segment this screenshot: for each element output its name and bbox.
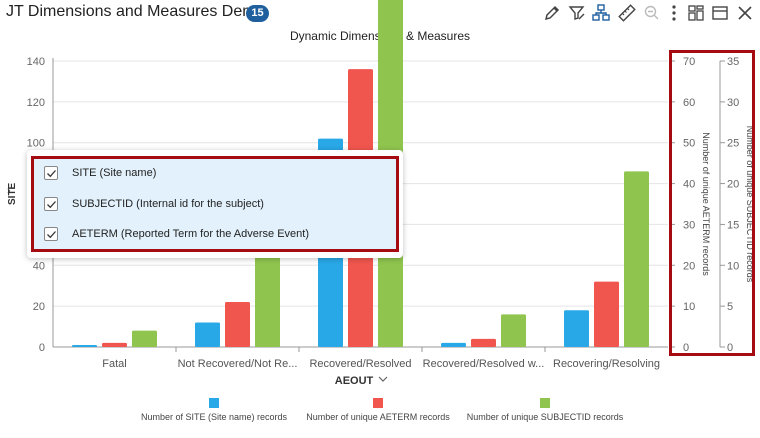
y2-tick-label: 0 bbox=[683, 342, 689, 354]
y-axis-title[interactable]: SITE bbox=[7, 182, 18, 205]
y2-tick-label: 40 bbox=[683, 179, 695, 191]
y3-tick-label: 20 bbox=[727, 179, 739, 191]
legend-swatch bbox=[540, 398, 550, 408]
close-icon[interactable] bbox=[734, 2, 756, 24]
bar bbox=[255, 248, 280, 347]
filter-edit-icon[interactable] bbox=[566, 2, 588, 24]
x-tick-label: Recovered/Resolved w... bbox=[423, 358, 545, 370]
y2-tick-label: 10 bbox=[683, 301, 695, 313]
y3-tick-label: 0 bbox=[727, 342, 733, 354]
checkbox[interactable] bbox=[44, 197, 58, 211]
y2-tick-label: 60 bbox=[683, 97, 695, 109]
bar bbox=[195, 322, 220, 347]
option-label: SITE (Site name) bbox=[72, 167, 157, 179]
bar bbox=[132, 330, 157, 347]
zoom-out-icon[interactable] bbox=[641, 2, 663, 24]
legend-label: Number of unique SUBJECTID records bbox=[467, 412, 624, 422]
bar bbox=[501, 314, 526, 347]
legend-label: Number of SITE (Site name) records bbox=[141, 412, 288, 422]
bar bbox=[102, 342, 127, 347]
bar bbox=[564, 310, 589, 347]
y3-tick-label: 10 bbox=[727, 260, 739, 272]
y-tick-label: 140 bbox=[27, 56, 45, 68]
x-tick-label: Recovering/Resolving bbox=[553, 358, 660, 370]
y2-tick-label: 30 bbox=[683, 219, 695, 231]
y2-tick-label: 70 bbox=[683, 56, 695, 68]
bar bbox=[594, 281, 619, 347]
x-tick-label: Fatal bbox=[102, 358, 126, 370]
chevron-right-icon[interactable]: › bbox=[7, 185, 11, 197]
y-tick-label: 20 bbox=[33, 301, 45, 313]
legend-swatch bbox=[209, 398, 219, 408]
layout-icon[interactable] bbox=[685, 2, 707, 24]
bar bbox=[471, 338, 496, 347]
page-title: JT Dimensions and Measures Demo bbox=[6, 3, 265, 20]
y-tick-label: 40 bbox=[33, 260, 45, 272]
bar bbox=[624, 171, 649, 347]
y2-axis-title: Number of unique AETERM records bbox=[701, 132, 711, 276]
bar bbox=[72, 344, 97, 347]
x-tick-label: Not Recovered/Not Re... bbox=[178, 358, 298, 370]
dimension-options-highlight bbox=[31, 156, 399, 252]
more-icon[interactable] bbox=[663, 2, 685, 24]
y3-tick-label: 25 bbox=[727, 138, 739, 150]
hierarchy-icon[interactable] bbox=[590, 2, 612, 24]
bar bbox=[225, 302, 250, 347]
chevron-down-icon bbox=[378, 376, 388, 382]
option-label: SUBJECTID (Internal id for the subject) bbox=[72, 198, 264, 210]
x-axis-title: AEOUT bbox=[335, 375, 374, 387]
checkbox[interactable] bbox=[44, 227, 58, 241]
pencil-icon[interactable] bbox=[541, 2, 563, 24]
count-badge: 15 bbox=[246, 5, 269, 22]
checkbox[interactable] bbox=[44, 166, 58, 180]
header: JT Dimensions and Measures Demo 15 bbox=[0, 0, 760, 26]
y-tick-label: 120 bbox=[27, 97, 45, 109]
window-icon[interactable] bbox=[709, 2, 731, 24]
y-tick-label: 0 bbox=[39, 342, 45, 354]
bar bbox=[441, 342, 466, 347]
y2-tick-label: 50 bbox=[683, 138, 695, 150]
y3-tick-label: 5 bbox=[727, 301, 733, 313]
ruler-icon[interactable] bbox=[616, 2, 638, 24]
y3-tick-label: 35 bbox=[727, 56, 739, 68]
legend-label: Number of unique AETERM records bbox=[306, 412, 450, 422]
x-tick-label: Recovered/Resolved bbox=[309, 358, 411, 370]
y3-axis-title: Number of unique SUBJECTID records bbox=[745, 126, 755, 283]
legend-swatch bbox=[373, 398, 383, 408]
y3-tick-label: 30 bbox=[727, 97, 739, 109]
y-tick-label: 100 bbox=[27, 138, 45, 150]
y2-tick-label: 20 bbox=[683, 260, 695, 272]
option-label: AETERM (Reported Term for the Adverse Ev… bbox=[72, 228, 309, 240]
y3-tick-label: 15 bbox=[727, 219, 739, 231]
right-axes-highlight bbox=[669, 50, 755, 356]
